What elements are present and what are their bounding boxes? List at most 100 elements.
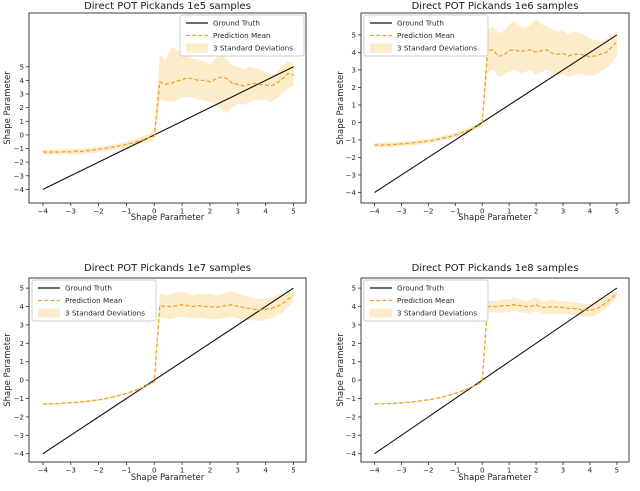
legend-label: Ground Truth	[213, 19, 260, 28]
prediction-mean-line	[42, 72, 294, 153]
y-tick-label: 3	[20, 321, 24, 329]
x-tick-label: 5	[615, 467, 619, 475]
x-tick-label: −1	[450, 208, 460, 216]
x-tick-label: −4	[38, 467, 49, 475]
ground-truth-line	[42, 287, 294, 455]
y-tick-label: −3	[346, 432, 356, 440]
x-tick-label: 4	[263, 467, 268, 475]
y-axis-label: Shape Parameter	[3, 71, 13, 145]
y-tick-label: 1	[20, 118, 24, 126]
prediction-mean-line	[374, 41, 618, 146]
x-tick-label: 1	[507, 208, 511, 216]
y-tick-label: −1	[346, 395, 356, 403]
ground-truth-line	[42, 66, 294, 190]
legend-label: 3 Standard Deviations	[397, 309, 477, 318]
std-band	[42, 289, 294, 405]
legend: Ground Truth Prediction Mean 3 Standard De…	[363, 279, 489, 322]
plot-canvas: −4 −3 −2 −1 0 1 2 3 4 5 −4 −3 −2 −1 0 1 2 3 4 5 Ground Truth…	[346, 12, 630, 216]
legend-box	[179, 14, 305, 57]
legend: Ground Truth Prediction Mean 3 Standard De…	[179, 14, 305, 57]
y-tick-label: 2	[20, 104, 24, 112]
y-tick-label: 0	[20, 131, 24, 139]
x-axis-label: Shape Parameter	[458, 473, 532, 483]
y-tick-label: 2	[20, 340, 24, 348]
y-tick-label: 2	[352, 340, 356, 348]
x-tick-label: −1	[121, 467, 131, 475]
legend: Ground Truth Prediction Mean 3 Standard De…	[363, 14, 489, 57]
x-tick-label: −4	[369, 467, 380, 475]
y-tick-label: −1	[14, 395, 24, 403]
x-tick-label: −4	[369, 208, 380, 216]
y-axis-label: Shape Parameter	[336, 333, 346, 407]
legend-box	[31, 279, 157, 322]
y-tick-label: 0	[20, 377, 24, 385]
legend-band-swatch	[38, 308, 60, 318]
x-tick-label: 2	[534, 467, 538, 475]
y-tick-label: 2	[352, 84, 356, 92]
chart-title: Direct POT Pickands 1e6 samples	[411, 1, 579, 12]
y-tick-label: 3	[352, 66, 356, 74]
x-tick-label: 4	[588, 467, 593, 475]
legend-label: Ground Truth	[397, 19, 444, 28]
x-tick-label: 0	[480, 467, 484, 475]
legend-label: Prediction Mean	[65, 296, 123, 305]
prediction-mean-line	[42, 294, 294, 405]
y-tick-label: 5	[352, 285, 356, 293]
subplot-1e5: −4 −3 −2 −1 0 1 2 3 4 5 −4 −3 −2 −1 0 1 2 3 4 5 Ground Truth…	[0, 0, 320, 246]
y-tick-label: −2	[14, 413, 24, 421]
axes-spines	[360, 12, 630, 204]
prediction-mean-line	[374, 293, 618, 405]
y-tick-label: 5	[20, 285, 24, 293]
y-tick-label: −2	[14, 159, 24, 167]
x-tick-label: 1	[180, 467, 184, 475]
x-tick-label: 1	[507, 467, 511, 475]
y-tick-label: 3	[20, 91, 24, 99]
y-tick-label: 3	[352, 321, 356, 329]
y-tick-label: 4	[20, 77, 25, 85]
plot-canvas: −4 −3 −2 −1 0 1 2 3 4 5 −4 −3 −2 −1 0 1 2 3 4 5 Ground Truth…	[14, 277, 307, 475]
y-tick-label: −4	[346, 189, 357, 197]
x-tick-label: 3	[561, 208, 565, 216]
y-tick-label: −2	[346, 413, 356, 421]
plot-canvas: −4 −3 −2 −1 0 1 2 3 4 5 −4 −3 −2 −1 0 1 2 3 4 5 Ground Truth…	[14, 12, 307, 216]
x-axis-label: Shape Parameter	[130, 473, 205, 483]
legend-label: Prediction Mean	[213, 31, 271, 40]
x-tick-label: 5	[291, 208, 295, 216]
x-tick-label: −1	[450, 467, 460, 475]
x-tick-label: 3	[236, 208, 240, 216]
y-axis-label: Shape Parameter	[336, 71, 346, 145]
x-tick-label: −2	[93, 467, 103, 475]
legend-band-swatch	[370, 308, 392, 318]
axes-spines	[360, 277, 630, 463]
x-tick-label: −2	[423, 467, 433, 475]
y-tick-label: 5	[352, 31, 356, 39]
x-tick-label: 4	[263, 208, 268, 216]
x-tick-label: −3	[66, 467, 76, 475]
y-tick-label: 4	[352, 303, 357, 311]
x-axis-label: Shape Parameter	[458, 213, 532, 223]
std-band	[374, 19, 617, 148]
y-tick-label: −1	[14, 145, 24, 153]
legend: Ground Truth Prediction Mean 3 Standard De…	[31, 279, 157, 322]
x-tick-label: 4	[588, 208, 593, 216]
x-tick-label: 2	[208, 208, 212, 216]
subplot-1e7: −4 −3 −2 −1 0 1 2 3 4 5 −4 −3 −2 −1 0 1 2 3 4 5 Ground Truth…	[0, 245, 320, 491]
ground-truth-line	[374, 287, 618, 455]
chart-title: Direct POT Pickands 1e7 samples	[84, 263, 251, 274]
y-tick-label: 0	[352, 377, 356, 385]
y-tick-label: −4	[346, 450, 357, 458]
x-tick-label: −2	[423, 208, 433, 216]
legend-label: 3 Standard Deviations	[397, 44, 477, 53]
y-tick-label: −2	[346, 154, 356, 162]
x-tick-label: 3	[561, 467, 565, 475]
legend-box	[363, 279, 489, 322]
std-band	[42, 47, 294, 156]
legend-band-swatch	[370, 43, 392, 53]
y-tick-label: −1	[346, 136, 356, 144]
legend-label: 3 Standard Deviations	[213, 44, 293, 53]
chart-title: Direct POT Pickands 1e8 samples	[411, 263, 579, 274]
x-tick-label: 5	[615, 208, 619, 216]
y-tick-label: 4	[20, 303, 25, 311]
y-tick-label: 0	[352, 119, 356, 127]
